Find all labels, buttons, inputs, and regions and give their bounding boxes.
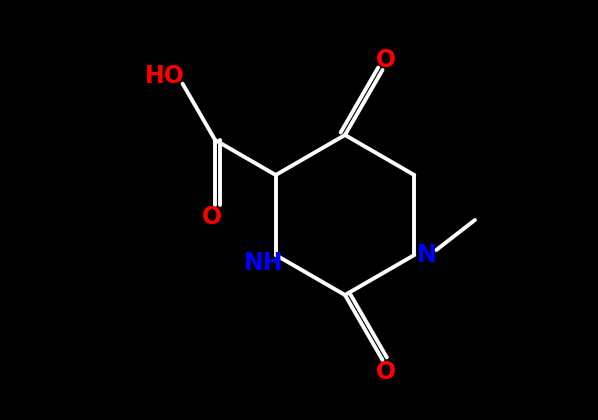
Text: O: O — [376, 48, 395, 72]
Text: N: N — [416, 243, 436, 267]
Text: O: O — [376, 360, 395, 384]
Text: O: O — [202, 205, 222, 229]
Text: NH: NH — [244, 251, 283, 275]
Text: HO: HO — [145, 64, 185, 88]
